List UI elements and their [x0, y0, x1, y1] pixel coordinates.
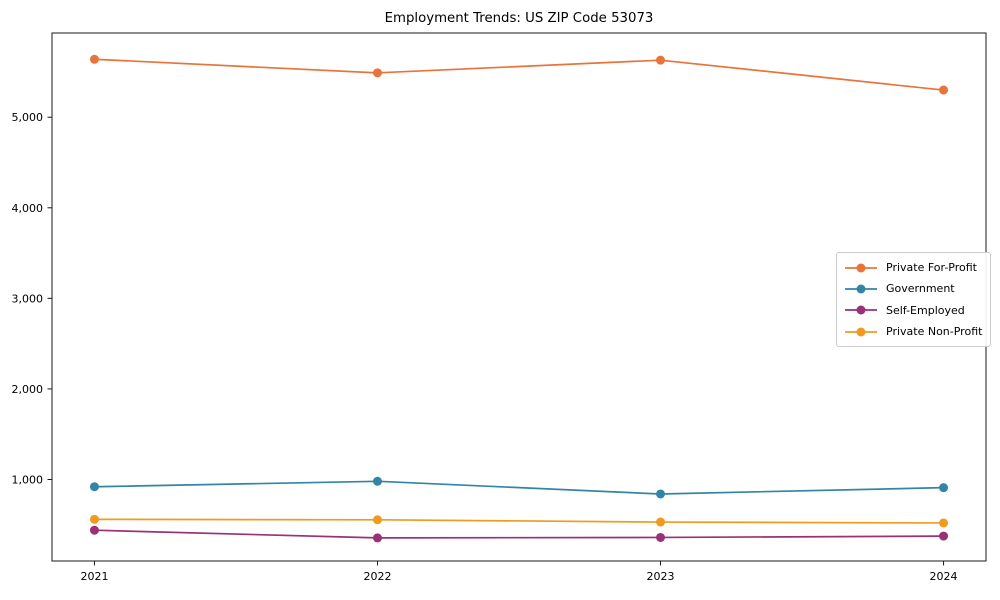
data-point-marker: [939, 518, 949, 528]
legend-swatch-marker: [856, 327, 866, 337]
legend-label: Private Non-Profit: [886, 325, 983, 339]
legend-label: Government: [886, 282, 955, 296]
data-point-marker: [656, 55, 666, 65]
legend-swatch: [845, 327, 877, 337]
legend: Private For-Profit Government Self-Employe…: [836, 252, 992, 348]
data-point-marker: [939, 85, 949, 95]
legend-item: Private For-Profit: [844, 257, 982, 278]
data-point-marker: [656, 489, 666, 499]
data-point-marker: [939, 483, 949, 493]
data-point-marker: [939, 531, 949, 541]
legend-swatch-marker: [856, 284, 866, 294]
data-point-marker: [372, 515, 382, 525]
legend-swatch: [845, 284, 877, 294]
legend-swatch-marker: [856, 263, 866, 273]
data-point-marker: [372, 533, 382, 543]
x-tick-label: 2024: [930, 570, 958, 583]
series-line-1: [94, 480, 944, 495]
legend-swatch-marker: [856, 305, 866, 315]
y-tick-label: 1,000: [12, 473, 44, 486]
chart-title: Employment Trends: US ZIP Code 53073: [384, 11, 654, 26]
legend-label: Private For-Profit: [886, 261, 977, 275]
data-point-marker: [89, 525, 99, 535]
y-tick-label: 5,000: [12, 111, 44, 124]
series-line-3: [94, 518, 944, 524]
legend-item: Private Non-Profit: [844, 321, 982, 342]
data-point-marker: [656, 532, 666, 542]
data-point-marker: [372, 476, 382, 486]
data-point-marker: [89, 54, 99, 64]
series-line-0: [94, 58, 944, 91]
y-tick-label: 2,000: [12, 383, 44, 396]
y-tick-label: 3,000: [12, 292, 44, 305]
y-tick-label: 4,000: [12, 202, 44, 215]
x-tick-label: 2023: [647, 570, 675, 583]
legend-swatch: [845, 305, 877, 315]
data-point-marker: [89, 482, 99, 492]
data-point-marker: [372, 68, 382, 78]
data-point-marker: [656, 517, 666, 527]
x-tick-label: 2021: [80, 570, 108, 583]
legend-label: Self-Employed: [886, 303, 965, 317]
series-line-2: [94, 529, 944, 539]
legend-swatch: [845, 263, 877, 273]
data-point-marker: [89, 514, 99, 524]
legend-item: Government: [844, 278, 982, 299]
legend-item: Self-Employed: [844, 300, 982, 321]
x-tick-label: 2022: [363, 570, 391, 583]
